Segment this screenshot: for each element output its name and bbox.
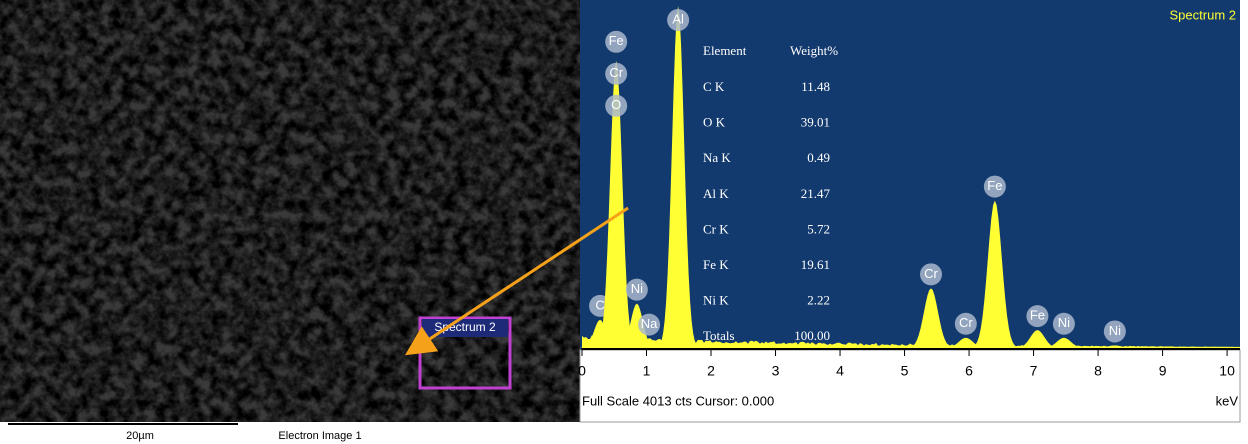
peak-label: C xyxy=(595,297,604,312)
page: Spectrum 2 20µm Electron Image 1 Spectru… xyxy=(0,0,1248,444)
footer: Full Scale 4013 cts Cursor: 0.000 xyxy=(582,393,774,408)
sem-image: Spectrum 2 20µm Electron Image 1 xyxy=(0,0,580,442)
x-tick-label: 8 xyxy=(1094,363,1102,379)
x-tick-label: 10 xyxy=(1219,363,1235,379)
peak-label: Ni xyxy=(1109,323,1121,338)
table-element: Fe K xyxy=(703,257,729,272)
chart-title: Spectrum 2 xyxy=(1170,7,1236,22)
table-header: Weight% xyxy=(790,43,838,58)
peak-label: Al xyxy=(672,11,684,26)
image-caption: Electron Image 1 xyxy=(278,430,361,442)
region-label: Spectrum 2 xyxy=(434,320,496,334)
peak-label: Ni xyxy=(1058,315,1070,330)
table-element: Totals xyxy=(703,328,735,343)
x-tick-label: 4 xyxy=(836,363,844,379)
table-element: C K xyxy=(703,79,725,94)
x-unit: keV xyxy=(1216,393,1239,408)
table-element: Cr K xyxy=(703,221,729,236)
peak-label: Cr xyxy=(609,65,623,80)
spectrum: Spectrum 2 Full Scale 4013 cts Cursor: 0… xyxy=(576,0,1240,422)
table-value: 39.01 xyxy=(801,115,830,130)
table-header: Element xyxy=(703,43,747,58)
x-tick-label: 2 xyxy=(707,363,715,379)
peak-label: Cr xyxy=(924,266,938,281)
table-value: 2.22 xyxy=(807,293,830,308)
x-tick-label: 0 xyxy=(578,363,586,379)
scale-label: 20µm xyxy=(126,430,154,442)
table-value: 5.72 xyxy=(807,221,830,236)
peak-label: Fe xyxy=(987,178,1002,193)
table-value: 0.49 xyxy=(807,150,830,165)
peak-label: Ni xyxy=(631,281,643,296)
table-element: O K xyxy=(703,115,726,130)
peak-label: Na xyxy=(641,316,658,331)
table-element: Al K xyxy=(703,186,729,201)
x-tick-label: 6 xyxy=(965,363,973,379)
table-value: 21.47 xyxy=(801,186,831,201)
peak-label: Fe xyxy=(609,33,624,48)
x-tick-label: 7 xyxy=(1030,363,1038,379)
x-tick-label: 1 xyxy=(643,363,651,379)
table-value: 100.00 xyxy=(794,328,830,343)
table-value: 11.48 xyxy=(801,79,830,94)
peak-label: Cr xyxy=(959,315,973,330)
peak-label: O xyxy=(611,97,621,112)
peak-label: Fe xyxy=(1030,308,1045,323)
table-element: Na K xyxy=(703,150,731,165)
x-tick-label: 3 xyxy=(772,363,780,379)
table-element: Ni K xyxy=(703,293,729,308)
table-value: 19.61 xyxy=(801,257,830,272)
x-tick-label: 5 xyxy=(901,363,909,379)
x-tick-label: 9 xyxy=(1159,363,1167,379)
